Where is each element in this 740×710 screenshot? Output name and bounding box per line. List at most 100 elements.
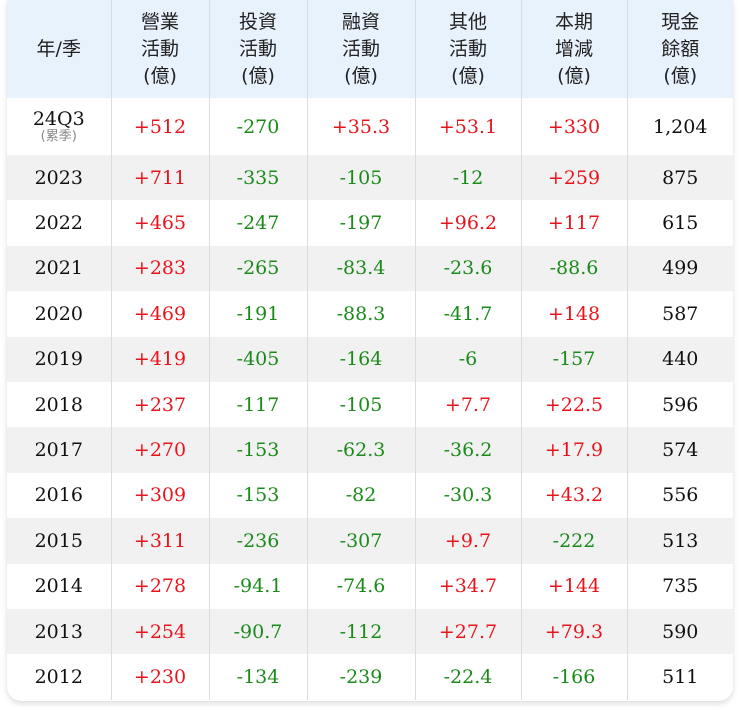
table-row: 2019 +419 -405 -164 -6 -157 440: [7, 336, 733, 382]
net-change-cell: +148: [520, 291, 627, 337]
cash-balance-cell: 587: [626, 291, 733, 337]
period-label: 24Q3: [32, 108, 85, 130]
period-cell: 2014: [7, 564, 111, 609]
period-cell: 24Q3 (累季): [7, 98, 111, 155]
net-change-cell: -88.6: [520, 245, 627, 292]
financing-cell: -105: [306, 381, 415, 428]
operating-cell: +419: [110, 336, 209, 382]
table-row: 2018 +237 -117 -105 +7.7 +22.5 596: [7, 381, 733, 428]
cash-balance-cell: 596: [626, 381, 733, 428]
financing-cell: -239: [306, 654, 415, 700]
period-label: 2012: [34, 665, 83, 688]
period-label: 2013: [34, 620, 83, 643]
other-cell: +7.7: [414, 381, 521, 428]
period-cell: 2021: [7, 245, 111, 292]
other-cell: +27.7: [414, 608, 521, 655]
financing-cell: -83.4: [306, 245, 415, 292]
period-label: 2017: [34, 439, 83, 462]
financing-cell: -74.6: [306, 563, 415, 609]
other-cell: -23.6: [414, 245, 521, 292]
period-label: 2016: [34, 484, 83, 507]
table-row: 2013 +254 -90.7 -112 +27.7 +79.3 590: [7, 608, 733, 655]
other-cell: -22.4: [414, 654, 521, 700]
table-body: 24Q3 (累季) +512 -270 +35.3 +53.1 +330 1,204 2023 +…: [7, 98, 733, 700]
other-cell: +34.7: [414, 563, 521, 609]
financing-cell: -307: [306, 518, 415, 564]
period-label: 2023: [34, 166, 83, 189]
table-row: 2023 +711 -335 -105 -12 +259 875: [7, 155, 733, 201]
period-note: (累季): [40, 129, 77, 144]
net-change-cell: +43.2: [520, 472, 627, 519]
period-label: 2020: [34, 302, 83, 325]
investing-cell: -405: [208, 336, 307, 382]
period-cell: 2013: [7, 608, 111, 655]
period-label: 2014: [34, 575, 83, 598]
other-cell: -30.3: [414, 472, 521, 519]
header-other: 其他 活動 (億): [414, 0, 521, 98]
cash-balance-cell: 1,204: [626, 98, 733, 155]
financing-cell: +35.3: [306, 98, 415, 155]
net-change-cell: +330: [520, 98, 627, 155]
operating-cell: +465: [110, 200, 209, 246]
investing-cell: -134: [208, 654, 307, 700]
period-cell: 2016: [7, 473, 111, 518]
other-cell: -41.7: [414, 291, 521, 337]
financing-cell: -105: [306, 155, 415, 201]
other-cell: +9.7: [414, 518, 521, 564]
net-change-cell: +259: [520, 155, 627, 201]
period-cell: 2015: [7, 518, 111, 564]
cash-balance-cell: 440: [626, 336, 733, 382]
table-row: 2012 +230 -134 -239 -22.4 -166 511: [7, 654, 733, 700]
cash-balance-cell: 875: [626, 155, 733, 201]
operating-cell: +254: [110, 608, 209, 655]
operating-cell: +311: [110, 518, 209, 564]
operating-cell: +237: [110, 381, 209, 428]
net-change-cell: -157: [520, 336, 627, 382]
investing-cell: -270: [208, 98, 307, 155]
table-row: 24Q3 (累季) +512 -270 +35.3 +53.1 +330 1,204: [7, 98, 733, 155]
cash-flow-table: 年/季 營業 活動 (億) 投資 活動 (億) 融資 活動 (億) 其他: [7, 0, 733, 700]
cash-balance-cell: 590: [626, 608, 733, 655]
period-cell: 2019: [7, 336, 111, 382]
investing-cell: -90.7: [208, 608, 307, 655]
net-change-cell: -222: [520, 518, 627, 564]
header-financing: 融資 活動 (億): [306, 0, 415, 98]
period-label: 2015: [34, 529, 83, 552]
net-change-cell: +22.5: [520, 381, 627, 428]
period-label: 2018: [34, 393, 83, 416]
investing-cell: -191: [208, 291, 307, 337]
financing-cell: -164: [306, 336, 415, 382]
other-cell: -36.2: [414, 427, 521, 473]
investing-cell: -94.1: [208, 563, 307, 609]
period-cell: 2023: [7, 155, 111, 201]
financing-cell: -112: [306, 608, 415, 655]
table-row: 2022 +465 -247 -197 +96.2 +117 615: [7, 200, 733, 246]
financing-cell: -88.3: [306, 291, 415, 337]
financing-cell: -62.3: [306, 427, 415, 473]
net-change-cell: -166: [520, 654, 627, 700]
header-operating: 營業 活動 (億): [110, 0, 209, 98]
other-cell: -6: [414, 336, 521, 382]
financing-cell: -197: [306, 200, 415, 246]
net-change-cell: +17.9: [520, 427, 627, 473]
period-label: 2019: [34, 348, 83, 371]
investing-cell: -265: [208, 245, 307, 292]
period-cell: 2022: [7, 200, 111, 245]
cash-balance-cell: 511: [626, 654, 733, 700]
operating-cell: +270: [110, 427, 209, 473]
operating-cell: +230: [110, 654, 209, 700]
period-cell: 2017: [7, 427, 111, 473]
period-label: 2022: [34, 212, 83, 235]
table-row: 2021 +283 -265 -83.4 -23.6 -88.6 499: [7, 245, 733, 292]
period-cell: 2012: [7, 654, 111, 699]
investing-cell: -236: [208, 518, 307, 564]
net-change-cell: +79.3: [520, 608, 627, 655]
cash-balance-cell: 499: [626, 245, 733, 292]
table-row: 2020 +469 -191 -88.3 -41.7 +148 587: [7, 291, 733, 337]
operating-cell: +278: [110, 563, 209, 609]
cash-balance-cell: 556: [626, 472, 733, 519]
cash-balance-cell: 513: [626, 518, 733, 564]
period-label: 2021: [34, 257, 83, 280]
net-change-cell: +117: [520, 200, 627, 246]
cash-balance-cell: 615: [626, 200, 733, 246]
